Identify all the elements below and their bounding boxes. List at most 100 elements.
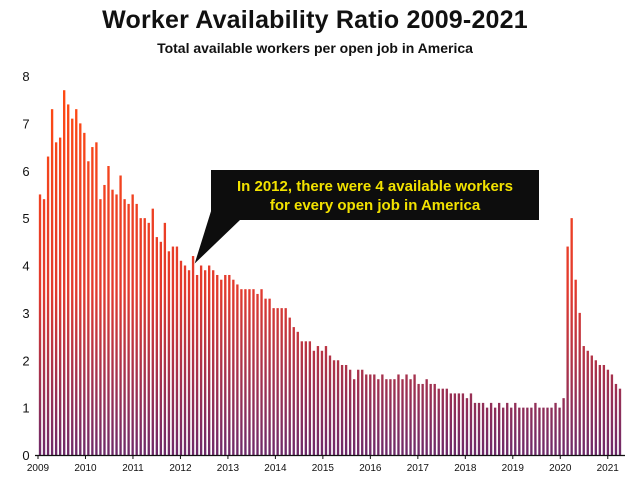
- y-tick-label: 5: [22, 211, 29, 226]
- bar: [433, 383, 436, 455]
- bar: [445, 388, 448, 455]
- bar: [147, 222, 150, 455]
- bar: [187, 270, 191, 455]
- bar: [46, 156, 50, 456]
- bar: [578, 312, 581, 456]
- bar: [393, 379, 396, 455]
- bar: [175, 246, 179, 455]
- bar: [353, 379, 356, 455]
- bar: [344, 364, 348, 455]
- bar: [38, 194, 42, 455]
- bar: [413, 374, 416, 455]
- bar: [171, 246, 175, 455]
- bar: [401, 379, 404, 455]
- y-tick-label: 4: [22, 259, 29, 274]
- bar: [534, 402, 537, 455]
- bar: [316, 346, 320, 455]
- bar: [67, 104, 70, 456]
- bar: [373, 374, 376, 455]
- bar: [272, 308, 275, 455]
- bar: [232, 279, 235, 455]
- bar: [63, 90, 66, 456]
- bar: [409, 379, 412, 455]
- bar: [71, 118, 74, 455]
- bar: [151, 208, 154, 455]
- bar: [558, 407, 561, 456]
- callout-box: [211, 170, 539, 220]
- bar: [348, 369, 352, 455]
- bar: [111, 189, 114, 455]
- bar: [441, 388, 444, 455]
- bar: [143, 218, 146, 456]
- bar: [236, 284, 239, 455]
- bar: [389, 379, 392, 455]
- bar: [336, 360, 340, 455]
- bar: [522, 407, 525, 456]
- x-tick-label: 2013: [217, 463, 240, 474]
- y-tick-label: 1: [22, 401, 29, 416]
- bar: [381, 374, 384, 455]
- bar: [457, 393, 461, 455]
- bar: [244, 289, 247, 455]
- bar: [510, 407, 513, 456]
- bar: [95, 142, 98, 455]
- bar: [397, 374, 400, 455]
- x-tick-label: 2020: [549, 463, 572, 474]
- bar: [574, 279, 577, 455]
- annotation-callout: In 2012, there were 4 available workers …: [194, 170, 539, 264]
- bar: [542, 407, 545, 456]
- x-tick-label: 2017: [407, 463, 430, 474]
- bar: [87, 161, 90, 455]
- bar: [477, 402, 481, 455]
- x-tick-label: 2019: [502, 463, 525, 474]
- callout-text-line-2: for every open job in America: [270, 197, 481, 214]
- bar: [594, 360, 597, 455]
- bar: [514, 402, 517, 455]
- callout-text-line-1: In 2012, there were 4 available workers: [237, 178, 513, 195]
- bar: [469, 393, 473, 455]
- bar: [79, 123, 82, 456]
- bar: [377, 379, 380, 455]
- bar: [332, 360, 336, 455]
- bar: [369, 374, 372, 455]
- bar: [107, 166, 110, 455]
- bar: [465, 398, 469, 455]
- bar: [248, 289, 251, 455]
- bar: [550, 407, 553, 456]
- bar: [530, 407, 533, 456]
- bar: [58, 137, 62, 455]
- bar: [292, 327, 295, 455]
- bar: [155, 237, 158, 455]
- bar: [461, 393, 465, 455]
- y-tick-label: 7: [22, 116, 29, 131]
- bar: [449, 393, 452, 455]
- bar: [502, 407, 505, 456]
- bar: [50, 109, 54, 455]
- bar-series: [38, 90, 622, 456]
- bar: [163, 222, 167, 455]
- bar: [421, 383, 424, 455]
- bar: [91, 147, 94, 455]
- bar: [268, 298, 271, 455]
- bar: [566, 246, 569, 455]
- bar: [304, 341, 308, 455]
- bar: [212, 270, 215, 455]
- bar: [203, 270, 207, 455]
- bar: [357, 369, 360, 455]
- bar: [481, 402, 485, 455]
- bar: [485, 407, 489, 456]
- bar: [296, 331, 299, 455]
- x-axis: 2009 2010 2011 2012 2013 2014 2015 2016 2017 2018…: [27, 455, 619, 474]
- bar: [115, 194, 118, 455]
- bar: [308, 341, 312, 455]
- bar: [328, 355, 332, 455]
- bar: [610, 374, 614, 455]
- bar: [119, 175, 122, 456]
- bar: [191, 256, 195, 455]
- bar: [135, 203, 138, 455]
- bar: [224, 274, 227, 455]
- x-tick-label: 2021: [597, 463, 620, 474]
- y-tick-label: 6: [22, 164, 29, 179]
- bar: [284, 308, 287, 455]
